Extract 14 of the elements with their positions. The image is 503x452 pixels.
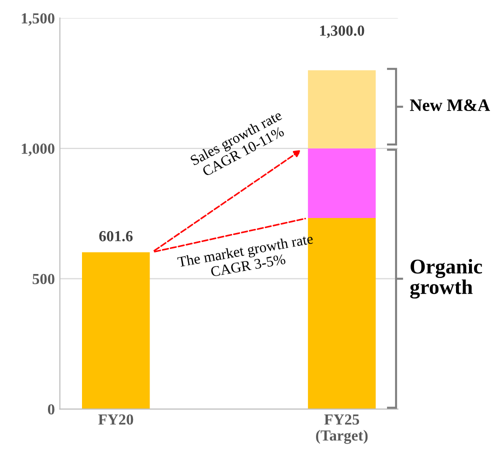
y-tick-label: 1,500 [22,13,54,26]
x-tick-label: FY20 [98,414,134,425]
y-tick-label: 1,000 [22,144,54,156]
y-tick-label: 500 [32,274,54,284]
total-label: 601.6 [99,231,133,242]
bar [82,252,150,410]
y-tick-label: 0 [48,404,54,415]
bar [308,70,376,148]
bar [308,148,376,218]
text: New M&A [410,99,490,112]
annotation: The market growth rate CAGR 3-5% [177,233,314,277]
x-tick-label: FY25 (Target) [316,414,368,444]
text: Organic growth [410,258,482,299]
total-label: 1,300.0 [320,26,364,38]
